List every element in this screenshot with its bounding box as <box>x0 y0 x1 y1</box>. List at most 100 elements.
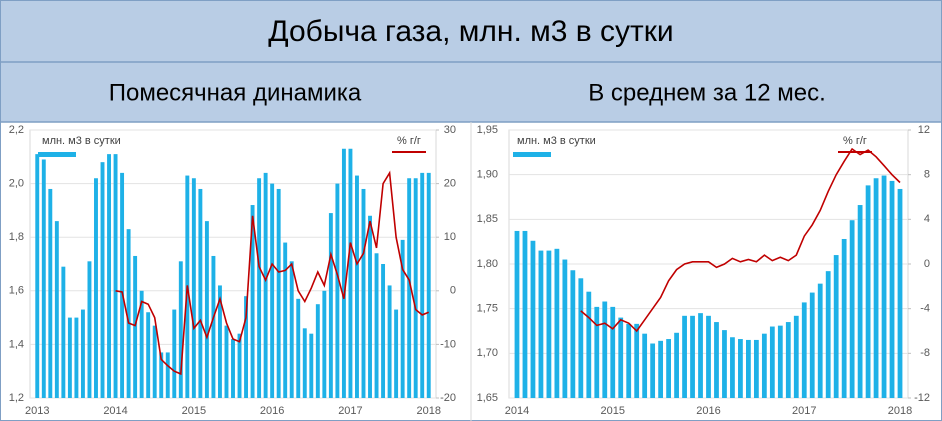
bar <box>690 315 695 398</box>
y2-tick-label: -8 <box>920 347 930 359</box>
x-tick-label: 2014 <box>103 405 127 417</box>
bar <box>355 175 359 398</box>
bar <box>257 178 262 398</box>
bar <box>530 240 536 398</box>
bar <box>146 312 151 398</box>
bar <box>546 250 552 398</box>
bar <box>817 283 823 398</box>
bar <box>801 302 807 398</box>
bar <box>897 188 903 398</box>
x-tick-label: 2015 <box>601 405 625 417</box>
bar <box>61 266 66 398</box>
bar <box>120 172 125 398</box>
bar <box>602 301 608 398</box>
bar <box>159 352 164 398</box>
x-tick-label: 2013 <box>25 405 49 417</box>
bar <box>570 270 576 398</box>
bar <box>825 271 831 398</box>
bar <box>761 333 767 398</box>
bar <box>841 238 847 398</box>
y-tick-label: 2,2 <box>9 124 24 136</box>
bar <box>335 183 340 398</box>
bar <box>857 205 863 398</box>
bar <box>348 148 353 398</box>
bar <box>302 328 307 398</box>
y2-tick-label: 12 <box>918 124 930 136</box>
bar <box>381 264 386 398</box>
bar <box>514 230 520 398</box>
bar <box>594 306 600 398</box>
bar <box>126 229 131 398</box>
bar <box>413 178 418 398</box>
bar <box>328 213 333 398</box>
bar <box>809 292 815 398</box>
bar <box>522 230 528 398</box>
bar <box>374 253 379 398</box>
bar <box>387 285 392 398</box>
bar <box>322 290 327 398</box>
bar <box>74 317 79 398</box>
y-tick-label: 1,95 <box>477 124 498 136</box>
bar <box>634 323 640 398</box>
bar <box>198 188 203 398</box>
page-title: Добыча газа, млн. м3 в сутки <box>268 15 673 48</box>
bar <box>626 323 632 398</box>
bar <box>873 178 879 398</box>
panel-title: Помесячная динамика <box>109 79 362 106</box>
y-tick-label: 1,4 <box>9 338 24 350</box>
bar <box>658 340 664 398</box>
bar <box>714 322 719 398</box>
y2-tick-label: -4 <box>920 303 930 315</box>
bar <box>231 339 235 398</box>
bar <box>41 159 46 398</box>
x-tick-label: 2017 <box>792 405 816 417</box>
y2-tick-label: -20 <box>440 392 456 404</box>
x-tick-label: 2016 <box>260 405 284 417</box>
line <box>115 170 430 376</box>
bar <box>777 325 783 398</box>
legend-label: млн. м3 в сутки <box>517 135 596 147</box>
bar <box>538 250 544 398</box>
bar <box>674 332 679 398</box>
bar <box>87 261 92 398</box>
y2-tick-label: 20 <box>444 178 456 190</box>
bar <box>642 333 648 398</box>
y-tick-label: 1,75 <box>477 303 498 315</box>
bar <box>682 315 687 398</box>
header-band <box>0 0 942 122</box>
x-tick-label: 2018 <box>888 405 912 417</box>
bar <box>94 178 98 398</box>
legend-label: % г/г <box>843 135 867 147</box>
bar <box>706 315 711 398</box>
bar <box>722 330 727 398</box>
bar <box>666 339 671 398</box>
bar <box>586 291 592 398</box>
bar <box>833 255 839 398</box>
y-tick-label: 1,65 <box>477 392 498 404</box>
bar <box>426 172 431 398</box>
bar <box>865 185 871 398</box>
legend-label: % г/г <box>397 135 421 147</box>
y2-tick-label: 8 <box>924 169 930 181</box>
bar <box>276 188 281 398</box>
y-tick-label: 1,2 <box>9 392 24 404</box>
bar <box>67 317 72 398</box>
y2-tick-label: -12 <box>914 392 930 404</box>
bar <box>420 172 425 398</box>
bar <box>849 220 855 398</box>
bar <box>217 285 222 398</box>
bar <box>54 221 59 398</box>
bar <box>211 255 216 398</box>
bar <box>178 261 183 398</box>
bar <box>730 337 735 398</box>
y2-tick-label: 10 <box>444 231 456 243</box>
bar <box>224 325 229 398</box>
bar <box>263 172 268 398</box>
line <box>580 147 901 333</box>
x-tick-label: 2017 <box>338 405 362 417</box>
bar <box>361 188 366 398</box>
bar <box>270 183 275 398</box>
bar <box>738 339 743 398</box>
y-tick-label: 1,80 <box>477 258 498 270</box>
bar <box>283 242 288 398</box>
